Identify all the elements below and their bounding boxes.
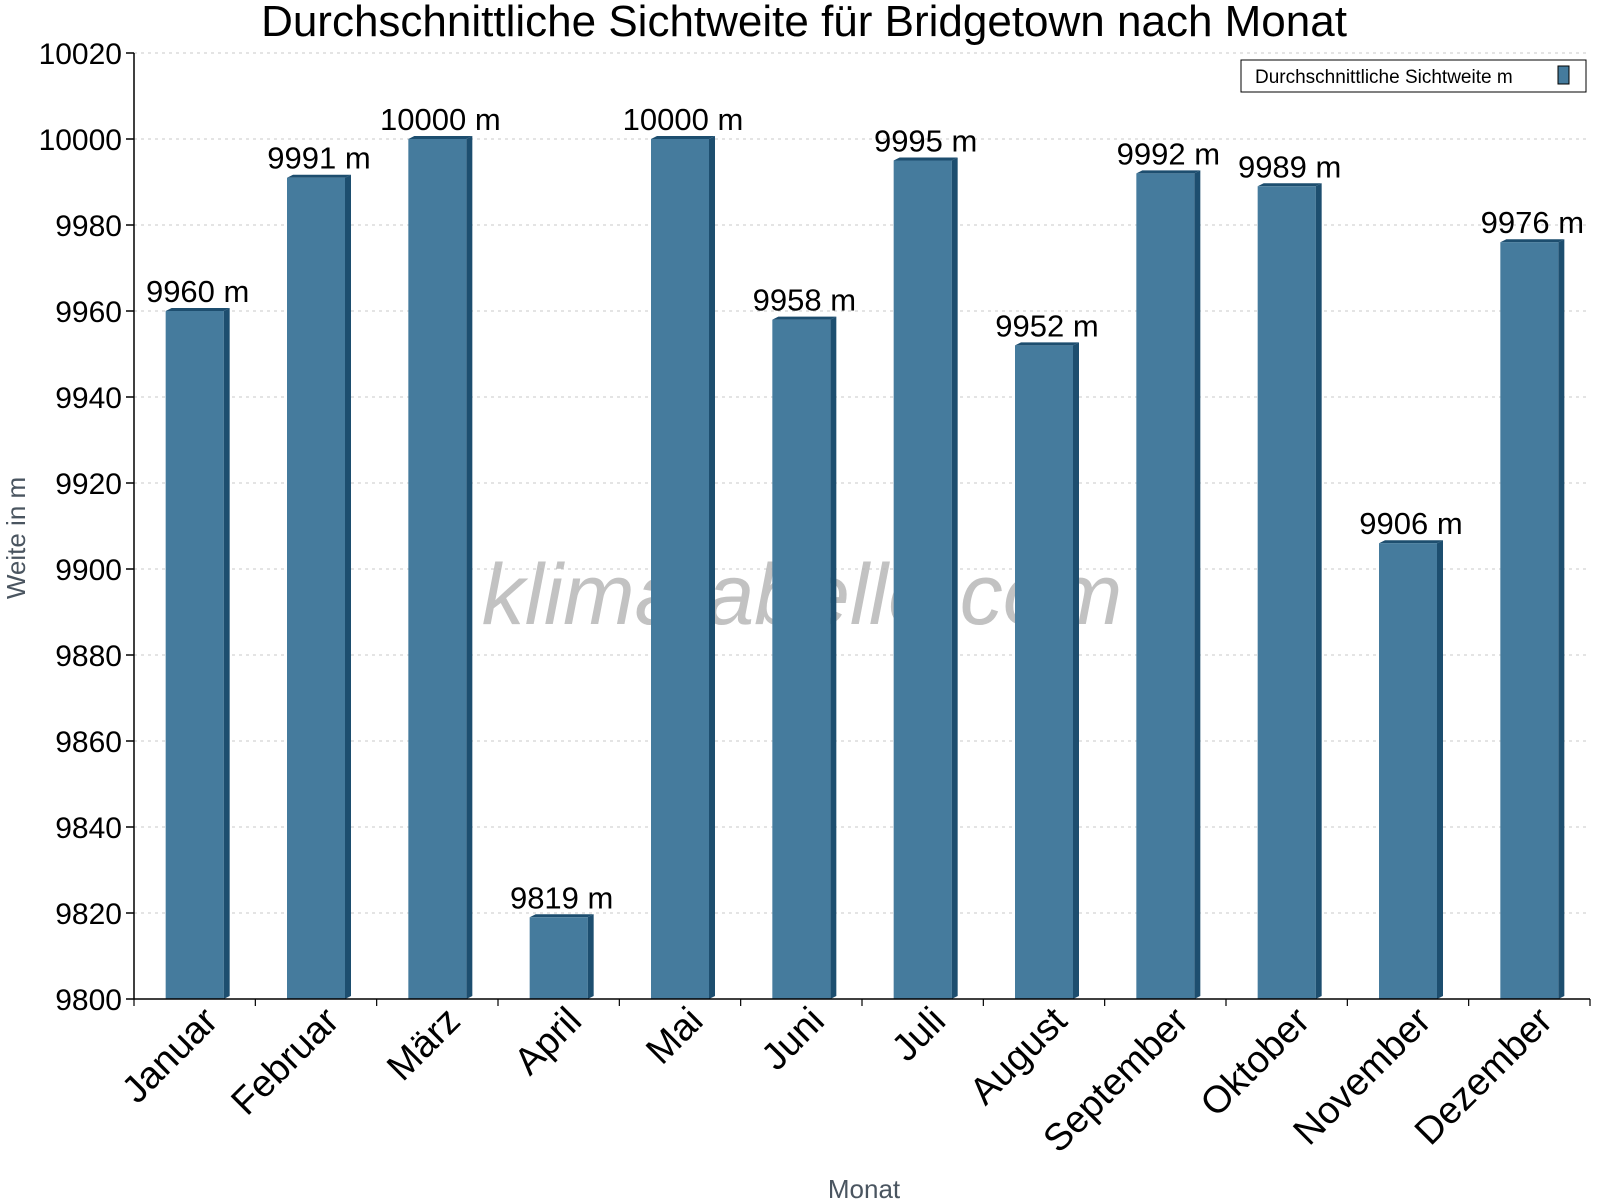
- data-labels: 9960 m 9991 m 10000 m 9819 m 10000 m 9958 m 99…: [146, 102, 1584, 915]
- bar: [1257, 186, 1316, 1000]
- bar-side: [709, 136, 715, 999]
- y-tick-label: 10020: [39, 38, 122, 71]
- bar-side: [1437, 540, 1443, 999]
- y-tick-label: 9920: [55, 468, 122, 501]
- y-axis-ticks: 9800 9820 9840 9860 9880 9900 9920 9940 9960 9980…: [39, 38, 134, 1017]
- bar-top: [1500, 239, 1565, 243]
- bar-top: [893, 157, 958, 161]
- chart-title: Durchschnittliche Sichtweite für Bridget…: [261, 0, 1347, 46]
- bar-top: [287, 174, 351, 178]
- bar-side: [1315, 183, 1322, 1000]
- bar: [1379, 543, 1437, 999]
- y-tick-label: 10000: [39, 124, 122, 157]
- data-label: 10000 m: [623, 102, 744, 137]
- y-tick-label: 9800: [55, 984, 122, 1017]
- grid-lines: [134, 52, 1590, 914]
- bar-top: [1257, 183, 1322, 187]
- bar-side: [587, 914, 594, 999]
- bar: [651, 139, 709, 999]
- bar: [529, 917, 588, 999]
- y-tick-label: 9880: [55, 640, 122, 673]
- y-tick-label: 9940: [55, 382, 122, 415]
- bar-side: [466, 136, 473, 999]
- y-tick-label: 9840: [55, 812, 122, 845]
- data-label: 9976 m: [1481, 205, 1584, 240]
- data-label: 9906 m: [1359, 506, 1462, 541]
- bar-side: [951, 157, 958, 999]
- bar-top: [1136, 170, 1201, 174]
- bar-side: [223, 308, 230, 999]
- bar-side: [1073, 342, 1079, 999]
- data-label: 9991 m: [267, 141, 370, 176]
- data-label: 9995 m: [874, 124, 977, 159]
- legend-label: Durchschnittliche Sichtweite m: [1255, 67, 1513, 88]
- bar: [893, 160, 952, 999]
- bar: [165, 311, 224, 999]
- legend: Durchschnittliche Sichtweite m: [1240, 59, 1587, 93]
- bar-side: [345, 174, 351, 999]
- data-label: 10000 m: [380, 102, 501, 137]
- y-axis-title: Weite in m: [1, 477, 31, 599]
- data-label: 9992 m: [1117, 136, 1220, 171]
- bar: [1500, 242, 1559, 999]
- data-label: 9952 m: [995, 308, 1098, 343]
- y-tick-label: 9820: [55, 898, 122, 931]
- bar-top: [1015, 342, 1079, 346]
- bar-side: [830, 316, 837, 1000]
- bar-top: [165, 308, 230, 311]
- data-label: 9960 m: [146, 274, 249, 309]
- bar: [772, 319, 831, 1000]
- bar-side: [1558, 239, 1565, 999]
- bar: [1136, 173, 1195, 999]
- bar-side: [1194, 170, 1201, 999]
- bar-top: [408, 136, 473, 139]
- data-label: 9958 m: [753, 283, 856, 318]
- bar: [287, 177, 345, 999]
- bar: [1015, 345, 1073, 999]
- y-tick-label: 9900: [55, 554, 122, 587]
- data-label: 9819 m: [510, 880, 613, 915]
- x-axis-title: Monat: [828, 1174, 901, 1200]
- y-tick-label: 9980: [55, 210, 122, 243]
- y-tick-label: 9960: [55, 296, 122, 329]
- bar: [408, 139, 467, 999]
- bar-top: [772, 316, 837, 320]
- bar-top: [1379, 540, 1443, 544]
- bar-top: [529, 914, 594, 918]
- y-tick-label: 9860: [55, 726, 122, 759]
- legend-swatch: [1557, 65, 1570, 85]
- bars: [165, 136, 1565, 1000]
- data-label: 9989 m: [1238, 149, 1341, 184]
- bar-top: [651, 136, 715, 139]
- legend-box: [1240, 59, 1587, 93]
